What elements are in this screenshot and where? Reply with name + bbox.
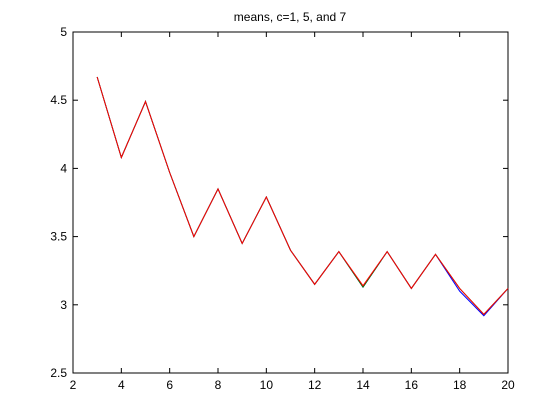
x-tick-label: 20: [501, 378, 515, 392]
x-tick-label: 18: [453, 378, 467, 392]
chart-title: means, c=1, 5, and 7: [234, 10, 347, 24]
y-tick-label: 3: [60, 298, 67, 312]
x-tick-label: 16: [405, 378, 419, 392]
y-tick-label: 2.5: [50, 366, 67, 380]
x-tick-label: 14: [356, 378, 370, 392]
y-tick-label: 4.5: [50, 93, 67, 107]
x-tick-label: 8: [215, 378, 222, 392]
y-tick-label: 3.5: [50, 230, 67, 244]
y-tick-label: 5: [60, 25, 67, 39]
x-tick-label: 10: [260, 378, 274, 392]
y-tick-label: 4: [60, 161, 67, 175]
series-line: [96, 76, 509, 316]
x-tick-label: 12: [308, 378, 322, 392]
x-tick-label: 6: [166, 378, 173, 392]
x-tick-label: 2: [70, 378, 77, 392]
x-tick-label: 4: [118, 378, 125, 392]
plot-area: [72, 31, 509, 374]
